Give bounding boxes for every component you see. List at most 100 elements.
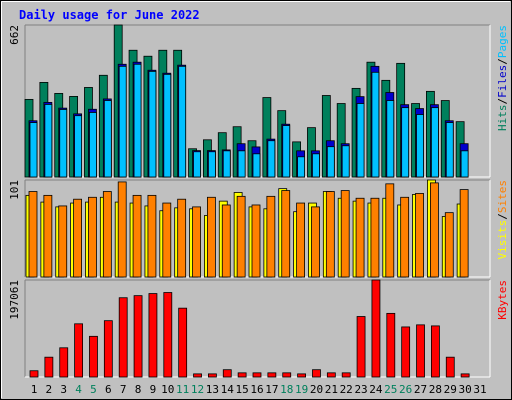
bar — [59, 109, 68, 178]
x-tick-label: 3 — [60, 383, 67, 396]
x-tick-label: 30 — [459, 383, 472, 396]
bar — [73, 198, 82, 278]
bar — [370, 197, 380, 278]
bar — [445, 122, 454, 178]
bar — [371, 71, 380, 178]
x-tick-label: 16 — [250, 383, 263, 396]
bar — [221, 204, 231, 278]
bar — [312, 153, 320, 178]
bar — [29, 370, 39, 378]
bar — [237, 150, 246, 178]
bar — [326, 372, 336, 378]
x-tick-label: 13 — [206, 383, 219, 396]
bar — [416, 114, 424, 178]
bar — [133, 295, 143, 378]
legend: Visits/Sites — [496, 180, 509, 260]
bar — [207, 373, 217, 378]
bar — [132, 194, 142, 278]
x-tick-label: 9 — [150, 383, 157, 396]
bar — [236, 195, 246, 278]
bar — [178, 307, 188, 378]
bar — [177, 198, 187, 278]
bar — [103, 320, 113, 378]
bar — [430, 107, 439, 178]
y-tick-label: 197061 — [8, 280, 21, 320]
bar — [133, 63, 142, 178]
y-tick-label: 662 — [8, 25, 21, 45]
x-tick-label: 14 — [221, 383, 235, 396]
bar — [429, 182, 439, 278]
legend: KBytes — [496, 280, 509, 320]
bar — [356, 103, 365, 178]
x-tick-label: 18 — [280, 383, 293, 396]
bar — [59, 347, 69, 378]
bar — [430, 325, 440, 378]
bar — [311, 206, 320, 278]
bar — [89, 112, 97, 178]
bar — [341, 372, 351, 378]
x-tick-label: 10 — [161, 383, 174, 396]
bar — [237, 372, 247, 378]
plot-area — [25, 280, 490, 377]
x-tick-label: 26 — [399, 383, 412, 396]
legend: Hits/Files/Pages — [496, 25, 509, 131]
bar — [267, 140, 276, 178]
bar — [341, 145, 350, 178]
bar — [326, 146, 335, 178]
legend-entry: Visits — [496, 220, 509, 260]
bar — [102, 191, 112, 278]
bar — [401, 326, 411, 378]
bar — [162, 202, 172, 278]
bar — [88, 196, 97, 278]
bar — [117, 181, 127, 278]
bar — [252, 153, 261, 178]
bar — [29, 122, 38, 178]
bar — [103, 100, 112, 178]
x-tick-label: 1 — [31, 383, 38, 396]
bar — [415, 193, 424, 278]
bar — [118, 297, 128, 378]
x-tick-label: 22 — [340, 383, 353, 396]
x-tick-label: 8 — [135, 383, 142, 396]
bar — [148, 293, 158, 378]
bar — [251, 204, 261, 278]
legend-separator: / — [496, 213, 509, 220]
bar — [312, 369, 321, 378]
x-tick-label: 27 — [414, 383, 427, 396]
x-tick-label: 21 — [325, 383, 338, 396]
bar — [385, 183, 395, 278]
x-tick-label: 23 — [354, 383, 367, 396]
bar — [460, 373, 470, 378]
legend-entry: Hits — [496, 105, 509, 132]
bar — [445, 356, 455, 378]
x-tick-label: 17 — [265, 383, 278, 396]
x-tick-label: 11 — [176, 383, 189, 396]
bar — [58, 205, 68, 278]
bar — [192, 206, 201, 278]
bar — [401, 107, 410, 178]
bar — [44, 104, 53, 178]
x-tick-label: 6 — [105, 383, 112, 396]
bar — [147, 194, 157, 278]
bar — [178, 65, 187, 178]
x-tick-label: 25 — [384, 383, 397, 396]
bar — [43, 194, 53, 278]
bar — [325, 191, 335, 278]
x-tick-label: 7 — [120, 383, 127, 396]
bar — [74, 323, 83, 378]
bar — [44, 356, 54, 378]
bar — [222, 369, 232, 378]
legend-entry: Pages — [496, 25, 509, 58]
bar — [89, 335, 98, 378]
y-tick-label: 101 — [8, 180, 21, 200]
bar — [266, 195, 276, 278]
bar — [163, 292, 173, 378]
legend-entry: Files — [496, 65, 509, 98]
bar — [193, 373, 202, 378]
legend-entry: KBytes — [496, 280, 509, 320]
bar — [282, 125, 291, 178]
bar — [207, 151, 216, 178]
bar — [252, 372, 262, 378]
bar — [74, 115, 82, 178]
